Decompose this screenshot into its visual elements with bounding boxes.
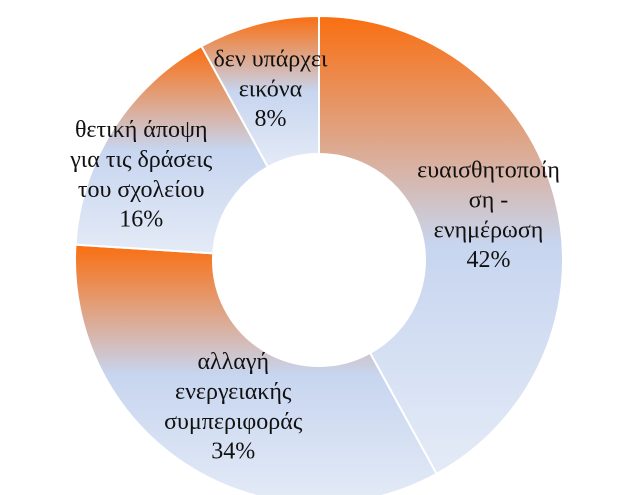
value-label: 34% bbox=[211, 438, 255, 464]
category-label: αλλαγή ενεργειακής συμπεριφοράς bbox=[164, 348, 303, 434]
value-label: 8% bbox=[254, 106, 286, 132]
category-label: ευαισθητοποίη ση -ενημέρωση bbox=[417, 157, 560, 243]
value-label: 16% bbox=[119, 207, 163, 233]
donut-segment bbox=[74, 243, 438, 495]
donut-segment bbox=[200, 14, 320, 169]
value-label: 42% bbox=[467, 247, 511, 273]
donut-segment bbox=[74, 44, 270, 255]
category-label: θετική άποψη για τις δράσεις του σχολείου bbox=[69, 117, 213, 203]
category-label: δεν υπάρχει εικόνα bbox=[213, 46, 328, 102]
donut-segment bbox=[318, 14, 564, 476]
